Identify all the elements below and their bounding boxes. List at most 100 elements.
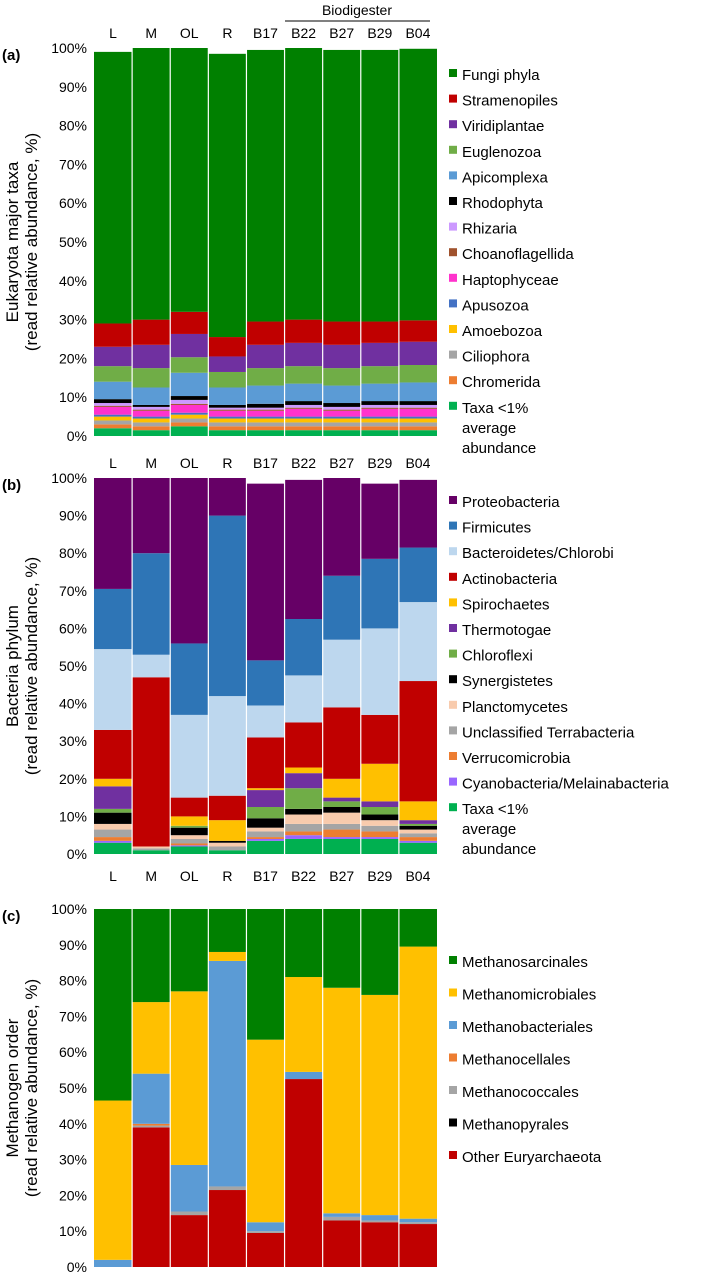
legend-label: Apicomplexa (462, 169, 549, 186)
bar-segment (398, 823, 437, 826)
legend-swatch (449, 777, 457, 786)
bar-segment (94, 786, 133, 809)
bar-segment (360, 994, 399, 1216)
bar-segment (170, 827, 209, 836)
legend-swatch (449, 1086, 457, 1094)
bar-segment (246, 1039, 285, 1223)
bar-segment (360, 404, 399, 408)
y-tick-label: 70% (59, 156, 87, 172)
legend-label: Thermotogae (462, 622, 551, 639)
bar-segment (246, 818, 285, 828)
legend-swatch (449, 496, 457, 504)
y-tick-label: 20% (59, 1187, 87, 1203)
bar-segment (246, 49, 285, 322)
legend-swatch (449, 273, 457, 282)
legend-swatch (449, 649, 457, 658)
bar-segment (170, 825, 209, 828)
bar-segment (170, 909, 209, 992)
bar-segment (246, 1231, 285, 1233)
y-tick-label: 30% (59, 1152, 87, 1168)
bar-segment (170, 1164, 209, 1212)
bar-segment (322, 478, 361, 576)
y-tick-label: 100% (51, 901, 87, 917)
bar-segment (322, 812, 361, 824)
legend-swatch (449, 299, 457, 308)
bar-segment (208, 416, 247, 419)
legend-swatch (449, 120, 457, 129)
bar-segment (246, 1232, 285, 1267)
bar-segment (208, 696, 247, 796)
bar-segment (94, 812, 133, 824)
y-axis-title: Eukaryota major taxa (3, 161, 22, 322)
bar-segment (398, 602, 437, 682)
bar-segment (360, 909, 399, 995)
bar-segment (322, 1213, 361, 1217)
bar-segment (398, 401, 437, 405)
bar-segment (322, 797, 361, 802)
bar-segment (246, 909, 285, 1040)
legend-label: Proteobacteria (462, 494, 560, 511)
legend-label: Choanoflagellida (462, 246, 574, 263)
bar-segment (398, 681, 437, 802)
bar-segment (132, 416, 171, 419)
bar-segment (322, 909, 361, 988)
bar-segment (246, 385, 285, 404)
legend-label: Methanosarcinales (462, 954, 588, 971)
bar-segment (284, 366, 323, 384)
y-tick-label: 0% (67, 1259, 87, 1275)
legend-label: Methanomicrobiales (462, 987, 596, 1004)
bar-segment (284, 767, 323, 774)
bar-segment (398, 382, 437, 402)
legend-label: Planctomycetes (462, 699, 568, 716)
bar-segment (360, 49, 399, 322)
bar-segment (132, 410, 171, 417)
bar-segment (398, 364, 437, 383)
bar-segment (94, 399, 133, 404)
x-category-label: B29 (367, 455, 392, 471)
legend-swatch (449, 376, 457, 385)
legend-swatch (449, 521, 457, 530)
bar-segment (170, 414, 209, 419)
bar-segment (398, 547, 437, 603)
bar-segment (208, 960, 247, 1187)
x-category-label: R (222, 25, 232, 41)
bar-segment (132, 848, 171, 851)
bar-segment (94, 1259, 133, 1267)
bar-segment (284, 408, 323, 417)
bar-segment (322, 403, 361, 407)
y-tick-label: 30% (59, 312, 87, 328)
bar-segment (246, 1222, 285, 1232)
x-category-label: B17 (253, 455, 278, 471)
bar-segment (208, 951, 247, 961)
bar-segment (132, 387, 171, 405)
bar-segment (360, 407, 399, 409)
bar-segment (284, 416, 323, 419)
bar-segment (208, 410, 247, 417)
legend-label: average (462, 821, 516, 838)
bar-segment (94, 405, 133, 407)
bar-segment (170, 357, 209, 373)
bar-segment (208, 430, 247, 436)
y-tick-label: 90% (59, 508, 87, 524)
bar-segment (360, 801, 399, 807)
legend-swatch (449, 1021, 457, 1029)
legend-swatch (449, 94, 457, 103)
bar-segment (94, 909, 133, 1101)
bar-segment (284, 835, 323, 839)
bar-segment (360, 838, 399, 854)
bar-segment (246, 840, 285, 854)
y-tick-label: 90% (59, 79, 87, 95)
legend-label: Euglenozoa (462, 144, 542, 161)
bar-segment (246, 831, 285, 838)
y-tick-label: 60% (59, 1044, 87, 1060)
bar-segment (132, 426, 171, 431)
bar-segment (322, 368, 361, 386)
bar-segment (398, 426, 437, 431)
x-category-label: OL (180, 455, 199, 471)
bar-segment (132, 846, 171, 849)
legend-swatch (449, 598, 457, 607)
bar-segment (322, 1216, 361, 1221)
bar-segment (170, 816, 209, 826)
legend-label: Fungi phyla (462, 67, 540, 84)
